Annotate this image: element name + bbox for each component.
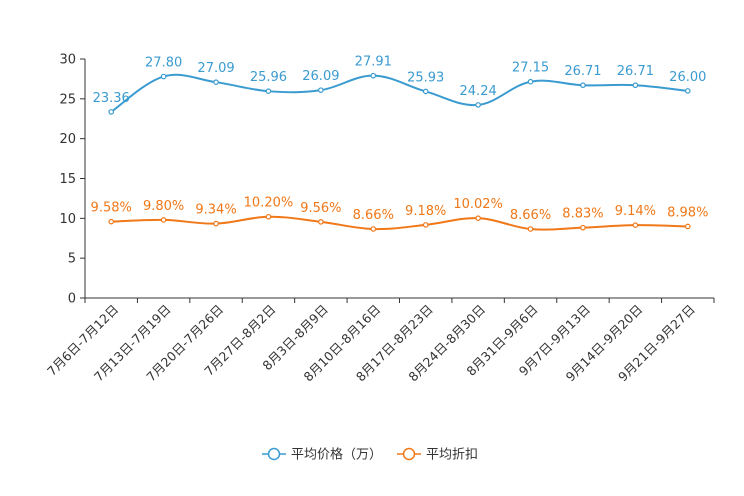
data-label: 9.56% (300, 201, 341, 216)
data-label: 25.96 (250, 70, 287, 85)
data-point (684, 223, 691, 230)
data-label: 8.66% (353, 208, 394, 223)
legend-marker (402, 447, 416, 461)
data-point (475, 102, 481, 108)
data-point (580, 224, 586, 231)
data-point (527, 78, 534, 85)
data-point (318, 219, 324, 225)
data-label: 26.71 (617, 64, 654, 79)
data-label: 9.18% (405, 204, 446, 219)
data-point (422, 88, 429, 95)
data-point (370, 226, 377, 232)
data-label: 26.00 (669, 70, 706, 85)
data-label: 27.15 (512, 61, 549, 76)
data-point (370, 72, 377, 79)
data-label: 9.14% (615, 204, 656, 219)
data-label: 26.09 (302, 69, 339, 84)
data-label: 23.36 (93, 91, 130, 106)
data-label: 27.91 (355, 55, 392, 70)
data-point (213, 79, 219, 85)
data-label: 8.66% (510, 208, 551, 223)
data-point (318, 87, 324, 93)
data-point (108, 218, 115, 225)
data-point (632, 82, 639, 89)
data-point (213, 220, 219, 227)
data-point (527, 226, 534, 232)
data-point (632, 222, 639, 228)
data-point (475, 215, 481, 221)
legend-label: 平均折扣 (426, 448, 478, 463)
legend-item-2: 平均折扣 (397, 448, 478, 463)
data-label: 9.80% (143, 199, 184, 214)
y-tick-label: 20 (59, 132, 76, 147)
legend-label: 平均价格（万） (291, 447, 382, 463)
data-label: 27.80 (145, 56, 182, 71)
y-tick-label: 15 (59, 172, 76, 187)
data-point (684, 88, 691, 94)
data-label: 25.93 (407, 70, 444, 85)
data-label: 24.24 (460, 84, 497, 99)
data-label: 26.71 (564, 64, 601, 79)
data-point (160, 73, 167, 80)
data-label: 8.98% (667, 205, 708, 220)
data-point (160, 217, 167, 223)
y-tick-label: 30 (59, 53, 76, 68)
data-point (265, 88, 272, 94)
y-tick-label: 10 (59, 212, 76, 227)
data-label: 9.58% (91, 201, 132, 216)
legend-item-1: 平均价格（万） (262, 447, 382, 463)
series-line-1 (110, 73, 688, 113)
data-label: 27.09 (197, 61, 234, 76)
data-label: 10.02% (453, 197, 503, 212)
legend-marker (267, 447, 281, 461)
data-point (580, 82, 586, 89)
data-label: 8.83% (562, 207, 603, 222)
y-tick-label: 25 (59, 92, 76, 107)
data-label: 10.20% (244, 196, 294, 211)
data-point (422, 222, 429, 228)
y-tick-label: 0 (68, 292, 76, 307)
y-tick-label: 5 (68, 252, 76, 267)
data-point (265, 213, 272, 220)
series-line-2 (111, 215, 688, 231)
data-point (108, 109, 115, 115)
data-label: 9.34% (195, 203, 236, 218)
